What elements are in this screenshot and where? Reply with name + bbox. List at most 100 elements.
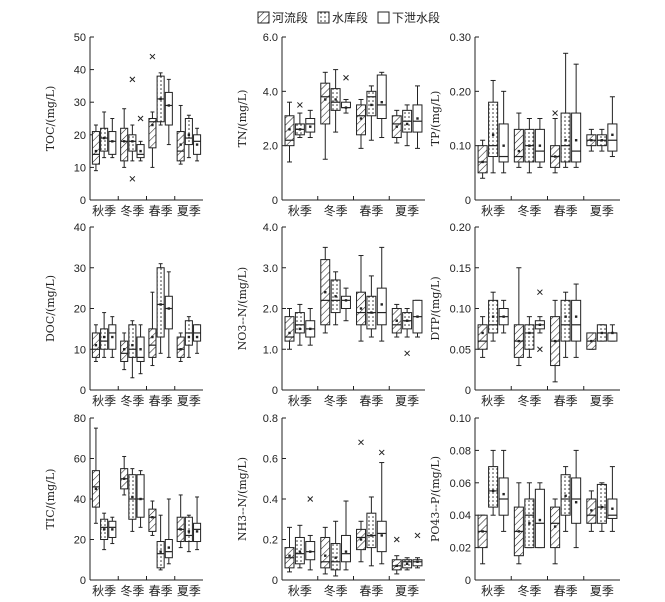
x-tick-label: 冬季 [120, 583, 144, 598]
box-empty [376, 246, 387, 342]
box-mean-marker [179, 348, 182, 351]
y-tick-label: 0 [272, 385, 278, 397]
box-hatch [91, 124, 100, 172]
box-empty [571, 63, 582, 168]
box-dots [402, 104, 413, 147]
box-dots [560, 52, 571, 168]
box-mean-marker [102, 335, 106, 339]
box-iqr [571, 112, 582, 163]
box-mean-marker [370, 103, 373, 107]
box-iqr [164, 91, 173, 126]
box-dots [366, 275, 377, 338]
x-tick-label: 冬季 [517, 393, 541, 408]
box-dots [330, 520, 341, 577]
box-hatch [91, 427, 100, 524]
box-hatch [391, 109, 402, 144]
box-empty [498, 449, 509, 532]
box-hatch [477, 316, 488, 358]
y-tick-label: 0 [80, 575, 86, 587]
box-empty [412, 299, 423, 338]
box-mean-marker [187, 133, 191, 136]
x-tick-label: 春季 [149, 204, 173, 218]
box-dots [294, 524, 305, 569]
box-mean-marker [102, 136, 106, 140]
box-dots [100, 512, 109, 551]
box-iqr [320, 536, 331, 569]
box-hatch [284, 101, 295, 163]
box-mean-marker [334, 98, 337, 101]
box-mean-marker [481, 530, 484, 533]
outlier-marker [343, 74, 349, 81]
x-tick-label: 冬季 [324, 393, 348, 408]
box-iqr [305, 118, 316, 133]
outlier-marker [404, 350, 410, 357]
box-mean-marker [395, 564, 398, 568]
y-tick-label: 0.2 [263, 535, 278, 547]
box-empty [164, 271, 173, 358]
box-empty [498, 90, 509, 174]
box-iqr [284, 316, 295, 342]
box-iqr [184, 516, 193, 543]
y-tick-label: 0.4 [263, 494, 278, 506]
box-mean-marker [590, 509, 593, 512]
box-dots [560, 291, 571, 358]
chart-panel: 0 20 40 60 80 秋季 冬季 春季 夏季 TIC/(mg/L) [44, 413, 203, 598]
y-axis-label: TOC/(mg/L) [44, 86, 57, 152]
box-dots [402, 308, 413, 357]
box-mean-marker [179, 143, 182, 146]
box-mean-marker [405, 319, 409, 322]
box-mean-marker [298, 327, 302, 331]
box-mean-marker [131, 343, 134, 347]
box-empty [341, 287, 351, 322]
box-hatch [586, 128, 597, 152]
box-empty [571, 449, 582, 549]
box-mean-marker [517, 339, 521, 343]
box-dots [184, 514, 193, 553]
box-mean-marker [574, 315, 578, 318]
x-tick-label: 春季 [149, 584, 173, 598]
box-iqr [513, 128, 524, 163]
box-iqr [148, 328, 157, 358]
box-iqr [164, 295, 173, 330]
y-tick-label: 40 [74, 65, 86, 77]
box-hatch [513, 112, 524, 168]
y-tick-label: 0.20 [450, 86, 471, 98]
box-iqr [128, 324, 137, 358]
x-tick-label: 夏季 [590, 584, 614, 598]
box-dots [488, 449, 499, 516]
box-iqr [100, 127, 109, 152]
box-empty [164, 78, 173, 146]
box-hatch [148, 291, 157, 367]
y-tick-label: 0.10 [450, 141, 471, 153]
legend-swatch [377, 11, 390, 24]
y-tick-label: 0 [465, 195, 471, 207]
y-tick-label: 0 [272, 575, 278, 587]
box-dots [560, 466, 571, 532]
box-dots [596, 482, 607, 532]
box-empty [534, 118, 545, 168]
box-empty [341, 500, 351, 571]
box-hatch [284, 308, 295, 350]
box-mean-marker [416, 315, 419, 318]
legend-label: 下泄水段 [392, 10, 440, 25]
box-mean-marker [600, 505, 604, 509]
legend-label: 河流段 [272, 10, 308, 25]
box-mean-marker [590, 139, 593, 142]
box-mean-marker [611, 507, 614, 510]
box-mean-marker [111, 335, 114, 339]
box-hatch [284, 526, 295, 573]
x-tick-label: 秋季 [92, 584, 116, 598]
y-tick-label: 0.15 [450, 263, 471, 275]
box-dots [366, 496, 377, 567]
box-mean-marker [187, 335, 191, 339]
x-tick-label: 春季 [554, 584, 578, 598]
x-tick-label: 秋季 [92, 204, 116, 218]
y-tick-label: 0.04 [450, 510, 471, 522]
y-tick-label: 0.05 [450, 344, 471, 356]
y-tick-label: 30 [74, 97, 86, 109]
box-mean-marker [481, 331, 484, 335]
box-mean-marker [611, 331, 614, 335]
box-mean-marker [111, 140, 114, 143]
box-mean-marker [139, 497, 142, 501]
box-mean-marker [370, 311, 373, 314]
